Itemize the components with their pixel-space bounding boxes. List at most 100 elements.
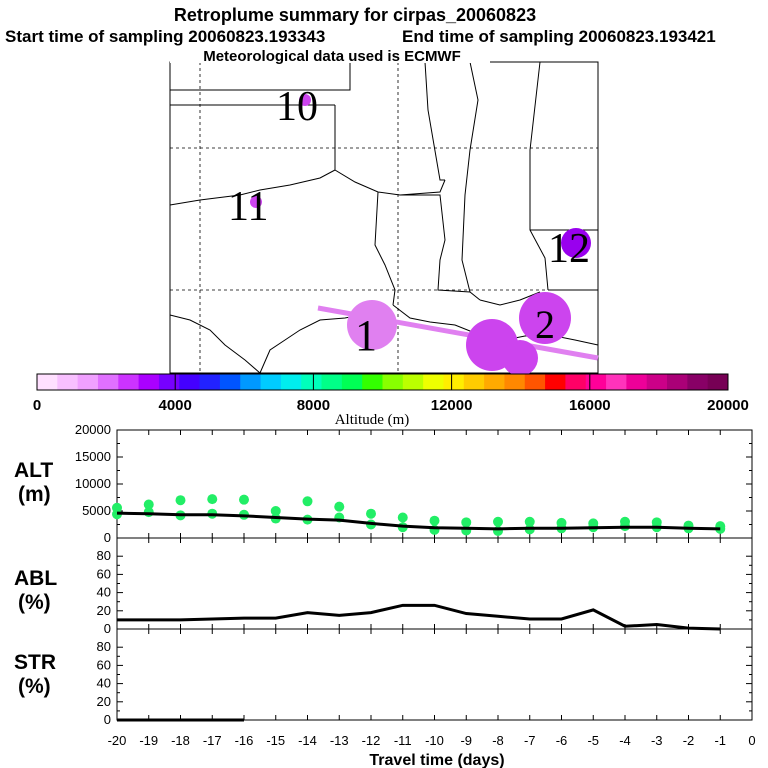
- x-tick-label: -4: [619, 733, 631, 748]
- y-tick-label: 10000: [75, 476, 111, 491]
- colorbar-swatch: [37, 374, 58, 390]
- alt-panel-unit: (m): [18, 483, 51, 506]
- colorbar-swatch: [219, 374, 241, 390]
- colorbar-swatch: [687, 374, 709, 390]
- colorbar-tick-label: 12000: [431, 397, 473, 414]
- time-series-panels: 20000 15000 10000 5000 0 80 60 40 20 0 80 60 40 20 0 -2…: [75, 422, 756, 748]
- met-data-label: Meteorological data used is ECMWF: [203, 48, 461, 65]
- figure-title: Retroplume summary for cirpas_20060823: [174, 5, 536, 25]
- y-tick-label: 0: [104, 712, 111, 727]
- plume-dot-10: [299, 94, 311, 106]
- colorbar-swatch: [626, 374, 648, 390]
- abl-panel-label: ABL: [14, 567, 57, 590]
- altitude-dot: [620, 516, 630, 527]
- y-tick-label: 20: [97, 603, 111, 618]
- y-tick-label: 0: [104, 621, 111, 636]
- x-tick-label: -18: [171, 733, 190, 748]
- x-tick-label: -17: [203, 733, 222, 748]
- altitude-dot: [302, 496, 313, 507]
- colorbar-swatch: [199, 374, 221, 390]
- panel-alt: 20000 15000 10000 5000 0: [75, 422, 753, 545]
- colorbar-swatch: [423, 374, 444, 390]
- series-line-abl: [117, 603, 721, 631]
- altitude-dot: [651, 517, 662, 528]
- colorbar-swatch: [280, 374, 302, 390]
- colorbar-tick-label: 20000: [707, 397, 749, 414]
- x-tick-label: -13: [330, 733, 349, 748]
- colorbar-tick-label: 16000: [569, 397, 611, 414]
- x-tick-label: -1: [714, 733, 726, 748]
- panel-frame: [116, 628, 753, 721]
- alt-panel-label: ALT: [14, 459, 53, 482]
- panel-frame: [116, 537, 753, 630]
- x-tick-label: -12: [362, 733, 381, 748]
- x-axis-label: Travel time (days): [369, 752, 504, 768]
- colorbar-swatch: [138, 374, 160, 390]
- colorbar-swatch: [179, 374, 201, 390]
- altitude-dot: [556, 517, 567, 528]
- colorbar-swatch: [57, 374, 79, 390]
- x-tick-label: -9: [460, 733, 472, 748]
- x-tick-label: -16: [235, 733, 254, 748]
- colorbar-tick-label: 8000: [297, 397, 330, 414]
- colorbar-swatch: [341, 374, 363, 390]
- y-tick-label: 60: [97, 566, 111, 581]
- x-tick-label: -14: [298, 733, 317, 748]
- colorbar-swatch: [97, 374, 119, 390]
- map: 10 11 12 1 2 Meteorological data used is…: [169, 48, 599, 376]
- colorbar-swatch: [484, 374, 505, 390]
- y-tick-label: 0: [104, 530, 111, 545]
- altitude-dot: [524, 516, 535, 527]
- x-tick-label: -5: [587, 733, 599, 748]
- x-tick-label: -2: [683, 733, 695, 748]
- map-label-day-2: 2: [535, 302, 555, 347]
- y-tick-label: 80: [97, 639, 111, 654]
- colorbar-swatch: [667, 374, 688, 390]
- plume-dot-11: [250, 196, 262, 208]
- altitude-dot: [207, 494, 218, 505]
- colorbar-swatch: [382, 374, 404, 390]
- x-tick-label: -8: [492, 733, 504, 748]
- plume-blob-4: [502, 340, 538, 376]
- altitude-dot: [366, 508, 376, 519]
- panel-abl: 80 60 40 20 0: [97, 537, 753, 636]
- map-borders: [169, 61, 599, 374]
- colorbar-tick-label: 0: [33, 397, 41, 414]
- altitude-dot: [461, 517, 472, 528]
- colorbar-swatch: [565, 374, 587, 390]
- y-tick-label: 40: [97, 585, 111, 600]
- y-tick-label: 20: [97, 694, 111, 709]
- altitude-dot: [239, 494, 249, 505]
- x-tick-label: -15: [266, 733, 285, 748]
- panel-str: 80 60 40 20 0: [97, 628, 753, 727]
- colorbar-swatch: [606, 374, 627, 390]
- title-backdrop: [170, 49, 490, 63]
- altitude-dot: [588, 518, 599, 529]
- altitude-colorbar: [36, 373, 729, 391]
- map-label-day-10: 10: [276, 84, 318, 130]
- x-tick-label: -11: [394, 733, 412, 748]
- colorbar-swatch: [362, 374, 383, 390]
- plume-blob-1: [347, 300, 397, 350]
- x-tick-label: -20: [108, 733, 127, 748]
- colorbar-swatch: [402, 374, 424, 390]
- y-tick-label: 5000: [82, 503, 111, 518]
- colorbar-swatch: [707, 374, 729, 390]
- x-tick-label: -3: [651, 733, 663, 748]
- plume-dot-12: [561, 228, 591, 258]
- colorbar-ticks: 0 4000 8000 12000 16000 20000: [33, 374, 749, 414]
- str-panel-unit: (%): [18, 675, 51, 698]
- altitude-dot: [429, 515, 440, 526]
- altitude-dot: [334, 501, 345, 512]
- map-label-day-11: 11: [228, 184, 268, 230]
- y-tick-label: 20000: [75, 422, 111, 437]
- plume-blob-2: [519, 292, 571, 344]
- colorbar-swatch: [524, 374, 546, 390]
- colorbar-swatch: [260, 374, 282, 390]
- colorbar-swatch: [463, 374, 485, 390]
- colorbar-swatch: [77, 374, 99, 390]
- x-tick-label: 0: [748, 733, 755, 748]
- colorbar-swatch: [504, 374, 526, 390]
